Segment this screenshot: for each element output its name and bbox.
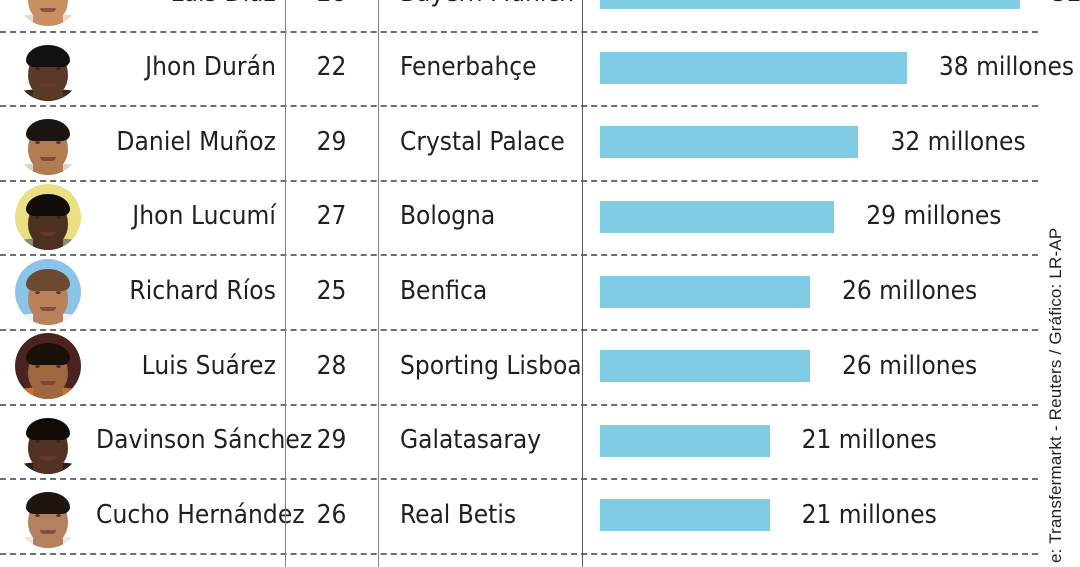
market-value-bar	[600, 126, 859, 159]
player-name: Davinson Sánchez	[96, 425, 313, 456]
player-avatar-cell	[0, 180, 96, 255]
market-value-label: 32 millones	[890, 126, 1026, 157]
market-value-bar	[600, 499, 770, 532]
player-age: 27	[316, 201, 347, 232]
table-row: Jhon Lucumí 27 Bologna 29 millones	[0, 180, 1038, 255]
player-age: 28	[285, 0, 378, 7]
market-value-bar-cell: 52 millones	[600, 0, 1080, 31]
market-value-label: 21 millones	[801, 425, 937, 456]
player-club: Bayern Munich	[400, 0, 582, 7]
column-divider-age-left	[285, 0, 286, 567]
player-name: Jhon Lucumí	[132, 201, 276, 232]
market-value-bar-cell: 21 millones	[600, 478, 1038, 553]
source-credit-text: e: Transfermarkt - Reuters / Gráfico: LR…	[1046, 227, 1065, 563]
market-value-bar-cell: 38 millones	[600, 31, 1074, 106]
row-separator	[0, 179, 1038, 182]
player-club: Benfica	[400, 276, 488, 307]
player-age: 22	[316, 52, 347, 83]
player-club: Crystal Palace	[400, 126, 565, 157]
player-avatar-cell	[0, 254, 96, 329]
market-value-bar-cell: 29 millones	[600, 180, 1038, 255]
player-age: 29	[316, 126, 347, 157]
row-separator	[0, 329, 1038, 331]
market-value-label: 26 millones	[842, 276, 978, 307]
player-age: 25	[316, 276, 347, 307]
market-value-label: 21 millones	[801, 499, 937, 530]
market-value-bar	[600, 0, 1020, 10]
source-credit: e: Transfermarkt - Reuters / Gráfico: LR…	[1046, 133, 1078, 563]
table-row: Cucho Hernández 26 Real Betis 21 millones	[0, 478, 1038, 553]
market-value-bar-cell: 26 millones	[600, 329, 1038, 404]
player-club: Galatasaray	[400, 425, 542, 456]
market-value-bar	[600, 201, 835, 234]
market-value-bar	[600, 51, 907, 84]
market-value-bar	[600, 350, 810, 383]
table-row: Luis Díaz 28 Bayern Munich 52 millones	[0, 0, 1080, 31]
row-separator	[0, 30, 1038, 33]
player-club: Bologna	[400, 201, 496, 232]
player-avatar-cell	[0, 31, 96, 106]
avatar	[15, 0, 81, 27]
avatar	[15, 184, 81, 251]
row-separator	[0, 254, 1038, 257]
player-club: Fenerbahçe	[400, 52, 537, 83]
table-row: Richard Ríos 25 Benfica 26 millones	[0, 254, 1038, 329]
player-name: Jhon Durán	[145, 52, 276, 83]
player-club: Real Betis	[400, 499, 517, 530]
market-value-bar-cell: 32 millones	[600, 105, 1038, 180]
avatar	[15, 109, 81, 176]
player-club: Sporting Lisboa	[400, 350, 582, 381]
row-separator	[0, 552, 1038, 555]
player-avatar-cell	[0, 105, 96, 180]
player-age: 26	[316, 499, 347, 530]
table-row: Daniel Muñoz 29 Crystal Palace 32 millones	[0, 105, 1038, 180]
avatar	[15, 407, 81, 474]
player-age: 29	[316, 425, 347, 456]
row-separator	[0, 403, 1038, 406]
avatar	[15, 482, 81, 549]
market-value-bar-cell: 21 millones	[600, 404, 1038, 479]
column-divider-club-left	[378, 0, 379, 567]
player-avatar-cell	[0, 404, 96, 479]
market-value-bar	[600, 424, 770, 457]
avatar	[15, 258, 81, 325]
player-name: Luis Suárez	[141, 350, 276, 381]
player-name: Cucho Hernández	[96, 499, 305, 530]
row-separator	[0, 478, 1038, 481]
table-row: Luis Suárez 28 Sporting Lisboa 26 millones	[0, 329, 1038, 404]
player-avatar-cell	[0, 478, 96, 553]
market-value-label: 52 millones	[1052, 0, 1080, 7]
table-row: Davinson Sánchez 29 Galatasaray 21 millones	[0, 404, 1038, 479]
player-name: Daniel Muñoz	[116, 126, 276, 157]
market-value-label: 29 millones	[866, 201, 1002, 232]
player-avatar-cell	[0, 329, 96, 404]
table-row: Jhon Durán 22 Fenerbahçe 38 millones	[0, 31, 1074, 106]
avatar	[15, 34, 81, 101]
row-separator	[0, 105, 1038, 108]
avatar	[15, 333, 81, 400]
market-value-bar	[600, 275, 810, 308]
player-name: Richard Ríos	[129, 276, 276, 307]
market-value-label: 26 millones	[842, 350, 978, 381]
column-divider-bar-left	[582, 0, 583, 567]
player-age: 28	[316, 350, 347, 381]
player-name: Luis Díaz	[96, 0, 276, 7]
player-avatar-cell	[0, 0, 96, 31]
market-value-bar-cell: 26 millones	[600, 254, 1038, 329]
market-value-label: 38 millones	[938, 52, 1075, 83]
